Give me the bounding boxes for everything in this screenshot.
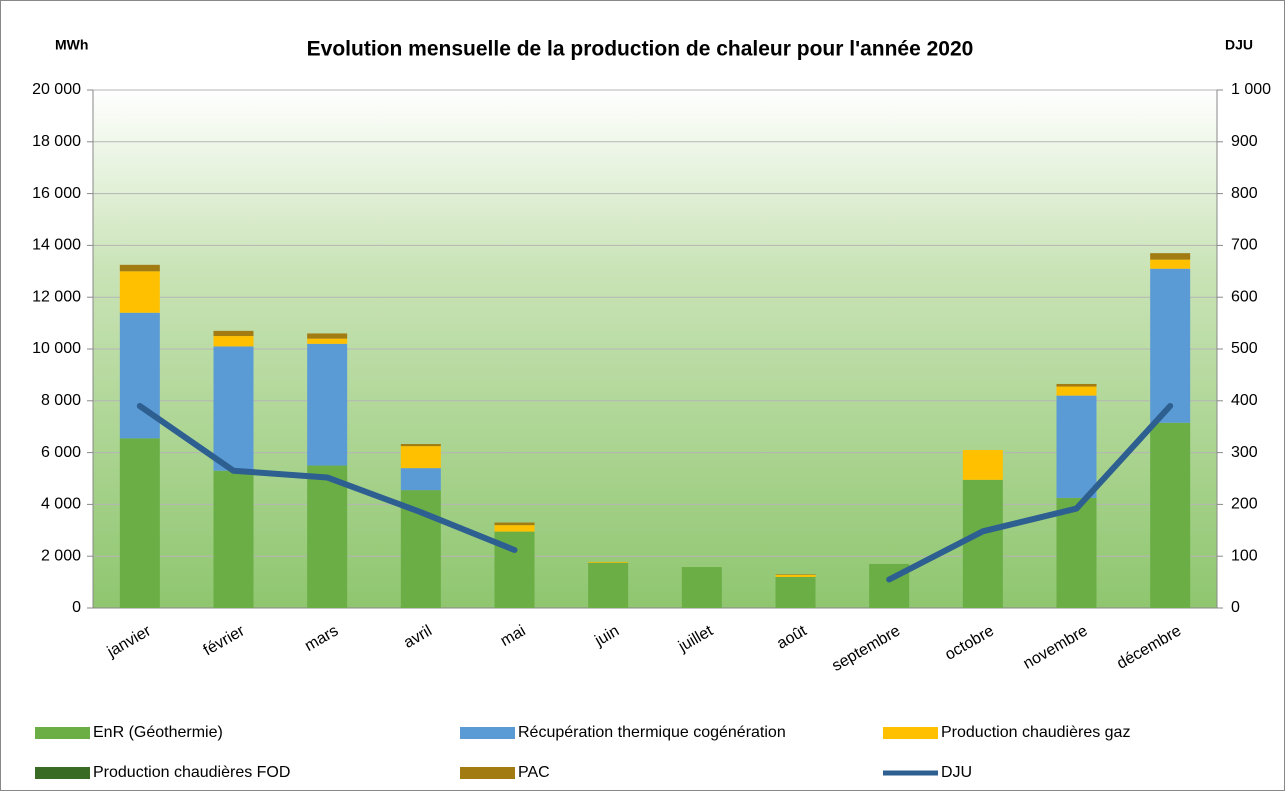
bar-segment — [307, 333, 348, 339]
y2-tick-label: 400 — [1231, 392, 1258, 409]
bar-segment — [1056, 383, 1097, 387]
bar-segment — [213, 346, 254, 471]
y2-tick-label: 100 — [1231, 547, 1258, 564]
y-tick-label: 10 000 — [32, 340, 81, 357]
bar-segment — [213, 470, 254, 608]
legend-swatch — [883, 727, 938, 739]
bar-segment — [681, 567, 722, 608]
bar-segment — [588, 561, 629, 563]
y2-tick-label: 800 — [1231, 185, 1258, 202]
bar-segment — [400, 446, 441, 469]
legend-label: Récupération thermique cogénération — [518, 724, 786, 741]
y-tick-label: 16 000 — [32, 185, 81, 202]
y2-tick-label: 600 — [1231, 288, 1258, 305]
y2-axis-label: DJU — [1225, 37, 1253, 53]
y-tick-label: 20 000 — [32, 81, 81, 98]
y2-tick-label: 700 — [1231, 237, 1258, 254]
bar-segment — [494, 522, 535, 526]
bar-segment — [775, 574, 816, 575]
legend-label: DJU — [941, 764, 972, 781]
legend-swatch — [460, 767, 515, 779]
y2-tick-label: 300 — [1231, 444, 1258, 461]
bar-segment — [213, 336, 254, 347]
y-tick-label: 6 000 — [41, 444, 81, 461]
bar-segment — [119, 264, 160, 272]
y2-tick-label: 1 000 — [1231, 81, 1271, 98]
legend-label: Production chaudières FOD — [93, 764, 290, 781]
bar-segment — [1056, 497, 1097, 608]
legend-label: EnR (Géothermie) — [93, 724, 223, 741]
bar-segment — [588, 562, 629, 608]
y-tick-label: 8 000 — [41, 392, 81, 409]
bar-segment — [775, 574, 816, 577]
bar-segment — [400, 444, 441, 447]
bar-segment — [962, 450, 1003, 480]
bar-segment — [1150, 422, 1191, 608]
y-tick-label: 4 000 — [41, 496, 81, 513]
y-axis-label: MWh — [55, 37, 88, 53]
bar-segment — [119, 438, 160, 608]
bar-segment — [1056, 386, 1097, 396]
bar-segment — [119, 312, 160, 439]
legend-label: PAC — [518, 764, 550, 781]
y-tick-label: 0 — [72, 599, 81, 616]
legend-swatch — [35, 767, 90, 779]
bar-segment — [307, 465, 348, 608]
bar-segment — [494, 525, 535, 532]
y-tick-label: 18 000 — [32, 133, 81, 150]
bar-segment — [119, 271, 160, 313]
bar-segment — [1150, 268, 1191, 423]
chart-title: Evolution mensuelle de la production de … — [307, 38, 974, 61]
y-tick-label: 12 000 — [32, 288, 81, 305]
dju-line — [136, 402, 1174, 583]
bar-segment — [400, 468, 441, 491]
y2-tick-label: 0 — [1231, 599, 1240, 616]
bar-segment — [213, 330, 254, 337]
bar-segment — [1056, 395, 1097, 498]
legend-swatch — [35, 727, 90, 739]
bar-segment — [962, 479, 1003, 608]
legend-label: Production chaudières gaz — [941, 724, 1130, 741]
y2-tick-label: 900 — [1231, 133, 1258, 150]
bar-segment — [1150, 253, 1191, 260]
legend-swatch — [460, 727, 515, 739]
y2-tick-label: 500 — [1231, 340, 1258, 357]
bar-segment — [307, 338, 348, 344]
y-tick-label: 14 000 — [32, 237, 81, 254]
y2-tick-label: 200 — [1231, 496, 1258, 513]
bar-segment — [775, 576, 816, 608]
bar-segment — [1150, 259, 1191, 269]
bar-segment — [307, 343, 348, 466]
y-tick-label: 2 000 — [41, 547, 81, 564]
